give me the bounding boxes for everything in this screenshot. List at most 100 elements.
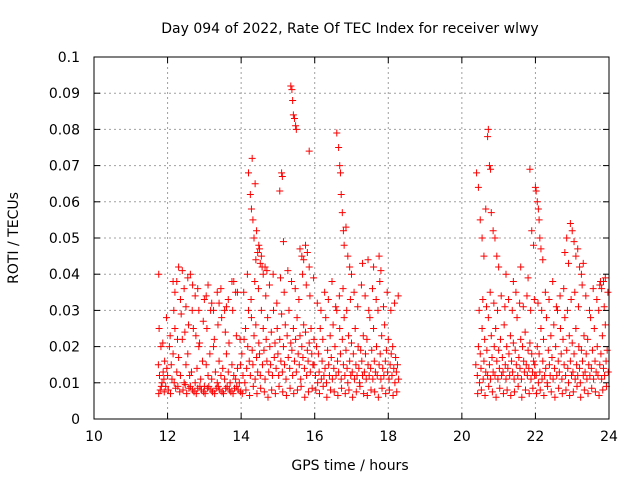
- data-point: [159, 339, 167, 347]
- data-point: [158, 379, 166, 387]
- data-point: [375, 252, 383, 260]
- data-point: [270, 353, 278, 361]
- data-point: [233, 364, 241, 372]
- data-point: [286, 364, 294, 372]
- data-point: [296, 332, 304, 340]
- data-point: [207, 386, 215, 394]
- data-point: [485, 162, 493, 170]
- data-point: [586, 306, 594, 314]
- data-point: [547, 388, 555, 396]
- data-point: [277, 274, 285, 282]
- y-tick-label: 0.08: [49, 122, 80, 138]
- data-point: [367, 364, 375, 372]
- data-point: [277, 357, 285, 365]
- data-point: [160, 375, 168, 383]
- data-point: [317, 375, 325, 383]
- data-point: [185, 321, 193, 329]
- data-point: [524, 274, 532, 282]
- grid-lines: [94, 57, 609, 419]
- data-point: [176, 388, 184, 396]
- data-point: [373, 343, 381, 351]
- data-point: [157, 382, 165, 390]
- data-point: [540, 335, 548, 343]
- data-point: [186, 270, 194, 278]
- data-point: [516, 364, 524, 372]
- data-point: [268, 372, 276, 380]
- data-point: [487, 165, 495, 173]
- data-point: [514, 372, 522, 380]
- data-point: [248, 346, 256, 354]
- data-point: [497, 292, 505, 300]
- data-point: [308, 384, 316, 392]
- data-point: [221, 375, 229, 383]
- data-point: [566, 357, 574, 365]
- data-point: [296, 245, 304, 253]
- data-point: [570, 238, 578, 246]
- data-point: [181, 328, 189, 336]
- data-point: [491, 234, 499, 242]
- data-point: [474, 390, 482, 398]
- data-point: [305, 339, 313, 347]
- data-point: [182, 303, 190, 311]
- data-point: [289, 96, 297, 104]
- data-point: [203, 384, 211, 392]
- data-point: [562, 372, 570, 380]
- x-tick-label: 22: [527, 429, 545, 445]
- data-point: [300, 256, 308, 264]
- data-point: [253, 390, 261, 398]
- data-point: [184, 350, 192, 358]
- data-point: [155, 390, 163, 398]
- data-point: [354, 343, 362, 351]
- data-point: [193, 364, 201, 372]
- data-point: [375, 361, 383, 369]
- data-point: [521, 386, 529, 394]
- data-point: [202, 361, 210, 369]
- data-point: [157, 343, 165, 351]
- data-point: [164, 372, 172, 380]
- data-point: [495, 346, 503, 354]
- data-point: [239, 372, 247, 380]
- data-point: [173, 277, 181, 285]
- data-point: [214, 321, 222, 329]
- data-point: [583, 375, 591, 383]
- data-point: [189, 281, 197, 289]
- x-tick-label: 18: [379, 429, 397, 445]
- data-point: [304, 388, 312, 396]
- data-point: [302, 241, 310, 249]
- data-point: [584, 335, 592, 343]
- x-tick-label: 10: [85, 429, 103, 445]
- data-point: [338, 335, 346, 343]
- data-point: [271, 339, 279, 347]
- data-point: [192, 390, 200, 398]
- data-point: [264, 314, 272, 322]
- data-point: [349, 350, 357, 358]
- data-point: [569, 368, 577, 376]
- data-point: [503, 343, 511, 351]
- data-point: [367, 386, 375, 394]
- data-point: [566, 391, 574, 399]
- data-point: [229, 306, 237, 314]
- data-point: [155, 372, 163, 380]
- data-point: [394, 292, 402, 300]
- data-point: [551, 393, 559, 401]
- data-point: [333, 129, 341, 137]
- data-point: [495, 364, 503, 372]
- data-point: [342, 346, 350, 354]
- data-point: [358, 357, 366, 365]
- data-point: [346, 357, 354, 365]
- data-point: [263, 357, 271, 365]
- data-point: [175, 353, 183, 361]
- data-point: [598, 285, 606, 293]
- data-point: [167, 361, 175, 369]
- data-point: [171, 325, 179, 332]
- data-point: [494, 306, 502, 314]
- data-point: [340, 314, 348, 322]
- data-point: [339, 285, 347, 293]
- data-point: [377, 267, 385, 275]
- data-point: [558, 390, 566, 398]
- data-point: [324, 346, 332, 354]
- data-point: [496, 335, 504, 343]
- data-point: [173, 368, 181, 376]
- data-point: [519, 343, 527, 351]
- data-point: [486, 288, 494, 296]
